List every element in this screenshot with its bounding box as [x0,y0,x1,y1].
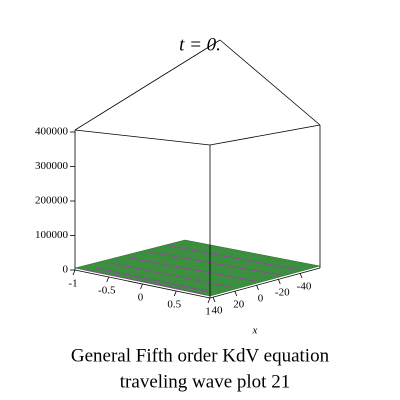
z-tick-label: 400000 [35,126,69,138]
x-tick-label: 0 [258,293,264,305]
y-tick-label: -0.5 [98,285,116,297]
x-tick-label: -40 [297,281,312,293]
caption-line: General Fifth order KdV equation [71,345,330,366]
y-tick [106,276,110,283]
y-tick-label: 0.5 [167,299,181,311]
z-tick-label: 300000 [35,160,69,172]
y-tick [173,290,177,297]
x-tick-label: 20 [233,299,245,311]
z-tick-label: 200000 [35,195,69,207]
x-tick [256,284,259,291]
caption-line: traveling wave plot 21 [120,371,290,392]
x-tick [212,296,216,303]
y-tick [140,283,143,290]
x-axis-label: x [252,325,258,337]
x-tick-label: -20 [275,287,290,299]
x-tick [234,290,238,297]
y-tick [207,297,211,304]
chart-title: t = 0. [179,34,221,55]
z-tick-label: 100000 [35,229,69,241]
x-tick [277,278,281,285]
y-tick [72,269,76,276]
bounding-box [74,39,321,299]
y-tick-label: 1 [205,306,211,318]
x-tick-label: 40 [212,305,224,317]
y-tick-label: 0 [138,292,144,304]
y-tick-label: -1 [68,278,77,290]
z-tick-label: 0 [63,264,69,276]
x-tick [299,272,303,279]
